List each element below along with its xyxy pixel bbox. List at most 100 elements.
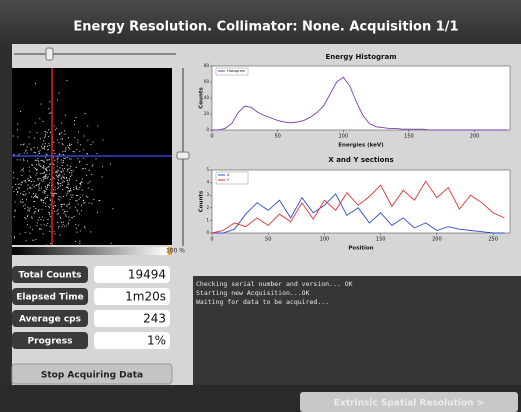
stat-label: Average cps xyxy=(19,315,81,325)
dot xyxy=(77,142,78,143)
dot xyxy=(48,219,49,220)
dot xyxy=(111,243,112,244)
dot xyxy=(26,193,27,194)
legend-label: Histogram xyxy=(227,69,246,73)
dot xyxy=(20,233,21,234)
dot xyxy=(34,152,35,153)
dot xyxy=(38,160,39,161)
dot xyxy=(74,120,75,121)
dot xyxy=(46,154,47,155)
dot xyxy=(59,154,60,155)
dot xyxy=(31,181,32,182)
dot xyxy=(60,183,61,184)
dot xyxy=(73,187,74,188)
dot xyxy=(69,180,70,181)
dot xyxy=(61,172,62,173)
dot xyxy=(75,200,76,201)
stat-value: 1% xyxy=(147,334,166,348)
dot xyxy=(24,181,25,182)
dot xyxy=(42,144,43,145)
dot xyxy=(22,199,23,200)
dot xyxy=(53,164,54,165)
dot xyxy=(34,138,35,139)
dot xyxy=(23,158,24,159)
x-tick-label: 100 xyxy=(320,237,330,243)
dot xyxy=(27,178,28,179)
dot xyxy=(58,187,59,188)
dot xyxy=(47,170,48,171)
v-slider-handle[interactable] xyxy=(177,152,189,159)
dot xyxy=(69,143,70,144)
dot xyxy=(70,190,71,191)
dot xyxy=(61,177,62,178)
dot xyxy=(45,178,46,179)
dot xyxy=(32,229,33,230)
dot xyxy=(76,149,77,150)
dot xyxy=(67,206,68,207)
stat-value: 243 xyxy=(143,312,166,326)
dot xyxy=(77,232,78,233)
dot xyxy=(13,154,14,155)
y-tick-label: 20 xyxy=(204,111,210,116)
dot xyxy=(64,226,65,227)
dot xyxy=(65,149,66,150)
dot xyxy=(78,189,79,190)
dot xyxy=(65,158,66,159)
dot xyxy=(67,187,68,188)
dot xyxy=(55,172,56,173)
dot xyxy=(23,201,24,202)
dot xyxy=(42,200,43,201)
dot xyxy=(82,168,83,169)
dot xyxy=(73,151,74,152)
dot xyxy=(74,151,75,152)
dot xyxy=(44,172,45,173)
dot xyxy=(53,189,54,190)
dot xyxy=(48,149,49,150)
x-tick-label: 200 xyxy=(470,134,480,140)
dot xyxy=(62,185,63,186)
x-tick-label: 50 xyxy=(274,134,280,140)
dot xyxy=(35,83,36,84)
dot xyxy=(68,223,69,224)
dot xyxy=(15,202,16,203)
dot xyxy=(29,192,30,193)
y-tick-label: 60 xyxy=(204,79,210,84)
dot xyxy=(69,158,70,159)
dot xyxy=(43,166,44,167)
dot xyxy=(49,159,50,160)
next-button-label[interactable]: Extrinsic Spatial Resolution > xyxy=(334,399,485,409)
dot xyxy=(40,150,41,151)
dot xyxy=(45,197,46,198)
dot xyxy=(46,189,47,190)
dot xyxy=(64,174,65,175)
dot xyxy=(74,124,75,125)
dot xyxy=(39,183,40,184)
dot xyxy=(39,184,40,185)
dot xyxy=(54,231,55,232)
dot xyxy=(59,199,60,200)
dot xyxy=(60,197,61,198)
dot xyxy=(22,169,23,170)
dot xyxy=(27,215,28,216)
dot xyxy=(24,208,25,209)
h-slider-handle[interactable] xyxy=(46,48,53,60)
dot xyxy=(50,226,51,227)
dot xyxy=(29,171,30,172)
dot xyxy=(67,180,68,181)
stop-button-label[interactable]: Stop Acquiring Data xyxy=(41,371,143,381)
dot xyxy=(45,188,46,189)
dot xyxy=(39,188,40,189)
dot xyxy=(29,210,30,211)
dot xyxy=(70,199,71,200)
chart-title: Energy Histogram xyxy=(325,53,396,61)
dot xyxy=(23,205,24,206)
dot xyxy=(25,181,26,182)
dot xyxy=(15,211,16,212)
dot xyxy=(40,165,41,166)
dot xyxy=(31,150,32,151)
dot xyxy=(63,177,64,178)
dot xyxy=(54,187,55,188)
dot xyxy=(53,196,54,197)
x-tick-label: 0 xyxy=(210,134,213,140)
dot xyxy=(57,162,58,163)
